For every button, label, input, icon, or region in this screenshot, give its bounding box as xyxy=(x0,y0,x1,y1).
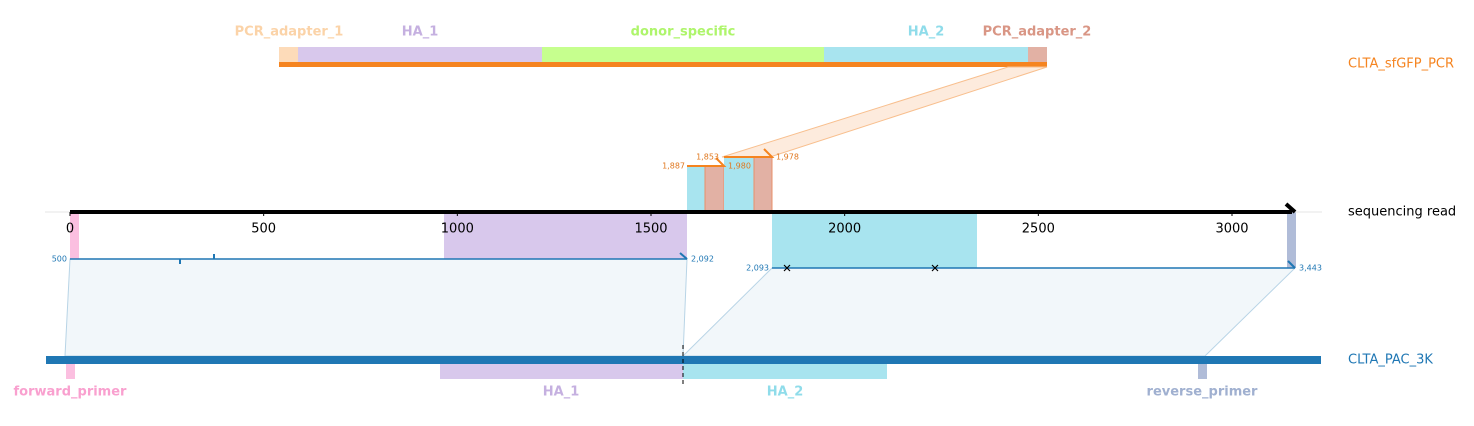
tick-label: 3000 xyxy=(1215,222,1248,237)
tick-label: 2500 xyxy=(1022,222,1055,237)
block xyxy=(704,165,725,213)
mismatch xyxy=(783,264,939,272)
feature xyxy=(70,212,79,259)
alignment-arrow xyxy=(679,252,688,260)
feature xyxy=(1028,47,1047,63)
coord-label: 2,092 xyxy=(691,255,714,264)
axis-ticks: 0 500 1000 1500 2000 2500 3000 xyxy=(66,212,1249,237)
block xyxy=(724,157,754,212)
block xyxy=(687,166,705,212)
top-construct: PCR_adapter_1 HA_1 donor_specific HA_2 P… xyxy=(235,25,1454,72)
projection xyxy=(721,66,1048,158)
coord-label: 1,978 xyxy=(776,153,799,162)
feature-label: HA_1 xyxy=(543,385,580,400)
feature xyxy=(542,47,824,63)
bottom-construct: forward_primer HA_1 HA_2 reverse_primer … xyxy=(14,345,1433,400)
feature-label: HA_2 xyxy=(767,385,804,400)
alignment-line xyxy=(687,157,727,167)
small-alignment: 1,887 1,853 1,980 1,978 xyxy=(662,148,799,213)
tick-label: 2000 xyxy=(828,222,861,237)
feature-label: PCR_adapter_2 xyxy=(983,25,1092,40)
coord-label: 2,093 xyxy=(746,264,769,273)
alignment-arrow xyxy=(1287,260,1296,269)
feature xyxy=(298,47,542,63)
tick-label: 1000 xyxy=(441,222,474,237)
feature xyxy=(772,212,977,268)
tick-label: 1500 xyxy=(634,222,667,237)
coord-label: 1,853 xyxy=(696,153,719,162)
read-arrow xyxy=(1284,202,1297,214)
feature xyxy=(683,364,887,379)
feature xyxy=(824,47,1028,63)
feature xyxy=(440,364,683,379)
tick-label: 500 xyxy=(251,222,276,237)
alignment-line xyxy=(724,148,775,158)
coord-label: 1,887 xyxy=(662,162,685,171)
feature xyxy=(444,212,687,259)
coord-label: 3,443 xyxy=(1299,264,1322,273)
alignment: 500 2,092 xyxy=(52,252,714,264)
projection xyxy=(681,267,1297,357)
feature-label: reverse_primer xyxy=(1147,385,1259,400)
feature-label: donor_specific xyxy=(631,25,736,40)
feature-label: forward_primer xyxy=(14,385,128,400)
feature-label: HA_1 xyxy=(402,25,439,40)
construct-label: CLTA_sfGFP_PCR xyxy=(1348,57,1454,72)
alignment: 2,093 3,443 xyxy=(746,260,1322,273)
feature-label: PCR_adapter_1 xyxy=(235,25,344,40)
construct-bar xyxy=(279,62,1047,67)
read-label: sequencing read xyxy=(1348,205,1456,220)
projection xyxy=(64,258,688,357)
feature xyxy=(66,364,75,379)
feature-label: HA_2 xyxy=(908,25,945,40)
feature xyxy=(279,47,298,63)
feature xyxy=(1287,212,1296,268)
tick-label: 0 xyxy=(66,222,74,237)
construct-label: CLTA_PAC_3K xyxy=(1348,353,1433,368)
feature xyxy=(1198,364,1207,379)
coord-label: 1,980 xyxy=(728,162,751,171)
coord-label: 500 xyxy=(52,255,67,264)
block xyxy=(753,156,773,213)
